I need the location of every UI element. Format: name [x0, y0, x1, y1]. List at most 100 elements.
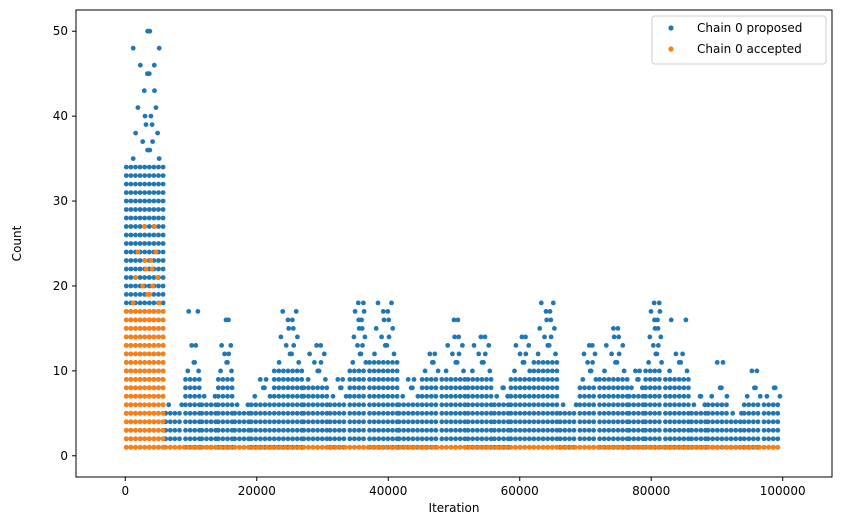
proposed-point: [586, 427, 592, 433]
proposed-point: [751, 419, 756, 425]
accepted-point: [540, 444, 546, 450]
proposed-point: [591, 436, 597, 442]
proposed-point: [356, 368, 362, 374]
proposed-point: [719, 436, 725, 442]
proposed-point: [301, 419, 307, 425]
proposed-point: [549, 427, 555, 433]
proposed-point: [522, 427, 528, 433]
proposed-point: [123, 215, 129, 221]
proposed-point: [676, 385, 682, 391]
proposed-point: [394, 393, 400, 399]
accepted-point: [342, 444, 348, 450]
accepted-point: [232, 444, 238, 450]
proposed-point: [123, 173, 129, 179]
proposed-point: [676, 436, 682, 442]
proposed-point: [577, 436, 583, 442]
proposed-point: [761, 410, 767, 416]
accepted-point: [651, 444, 656, 450]
accepted-point: [133, 385, 138, 391]
proposed-point: [577, 427, 583, 433]
proposed-point: [474, 385, 480, 391]
proposed-point: [577, 410, 583, 416]
proposed-point: [462, 427, 468, 433]
proposed-point: [229, 368, 234, 374]
x-tick-label: 0: [121, 484, 129, 498]
proposed-point: [373, 326, 379, 331]
proposed-point: [276, 402, 282, 408]
accepted-point: [434, 444, 440, 450]
proposed-point: [172, 419, 178, 425]
proposed-point: [657, 385, 662, 391]
proposed-point: [151, 190, 157, 196]
accepted-point: [142, 326, 148, 331]
proposed-point: [363, 360, 369, 365]
proposed-point: [620, 419, 625, 425]
proposed-point: [160, 164, 166, 170]
proposed-point: [508, 377, 514, 382]
proposed-point: [626, 427, 632, 433]
proposed-point: [465, 419, 471, 425]
proposed-point: [597, 393, 602, 399]
proposed-point: [549, 410, 555, 416]
proposed-point: [156, 215, 161, 221]
proposed-point: [151, 300, 157, 306]
accepted-point: [218, 444, 224, 450]
accepted-point: [241, 444, 247, 450]
proposed-point: [513, 385, 518, 391]
proposed-point: [146, 275, 152, 280]
proposed-point: [199, 410, 205, 416]
proposed-point: [433, 402, 439, 408]
proposed-point: [775, 419, 781, 425]
proposed-point: [603, 343, 609, 348]
proposed-point: [183, 419, 188, 425]
proposed-point: [160, 190, 166, 196]
proposed-point: [540, 368, 546, 374]
proposed-point: [177, 419, 182, 425]
accepted-point: [306, 444, 311, 450]
accepted-point: [375, 444, 380, 450]
accepted-point: [775, 444, 781, 450]
accepted-point: [160, 326, 166, 331]
proposed-point: [347, 368, 353, 374]
proposed-point: [123, 181, 129, 187]
proposed-point: [145, 28, 151, 34]
proposed-point: [146, 198, 152, 204]
proposed-point: [291, 343, 297, 348]
proposed-point: [517, 402, 523, 408]
proposed-point: [123, 190, 129, 196]
proposed-point: [151, 292, 157, 297]
accepted-point: [123, 410, 129, 416]
proposed-point: [587, 368, 593, 374]
accepted-point: [123, 402, 129, 408]
proposed-point: [536, 410, 541, 416]
accepted-point: [770, 444, 776, 450]
accepted-point: [151, 419, 157, 425]
proposed-point: [146, 181, 152, 187]
proposed-point: [135, 105, 141, 110]
proposed-point: [479, 402, 485, 408]
proposed-point: [545, 410, 551, 416]
accepted-point: [453, 444, 458, 450]
proposed-point: [208, 410, 214, 416]
proposed-point: [151, 241, 157, 246]
proposed-point: [444, 436, 449, 442]
proposed-point: [220, 385, 226, 391]
proposed-point: [519, 334, 525, 340]
proposed-point: [452, 334, 457, 340]
accepted-point: [572, 444, 578, 450]
proposed-point: [356, 393, 362, 399]
proposed-point: [611, 427, 616, 433]
proposed-point: [470, 427, 476, 433]
accepted-point: [123, 444, 129, 450]
proposed-point: [196, 393, 202, 399]
proposed-point: [741, 436, 747, 442]
proposed-point: [684, 368, 690, 374]
proposed-point: [352, 377, 357, 382]
accepted-point: [480, 444, 486, 450]
proposed-point: [586, 393, 592, 399]
proposed-point: [667, 427, 673, 433]
proposed-point: [560, 402, 566, 408]
proposed-point: [381, 317, 387, 323]
proposed-point: [401, 427, 407, 433]
proposed-point: [697, 393, 703, 399]
